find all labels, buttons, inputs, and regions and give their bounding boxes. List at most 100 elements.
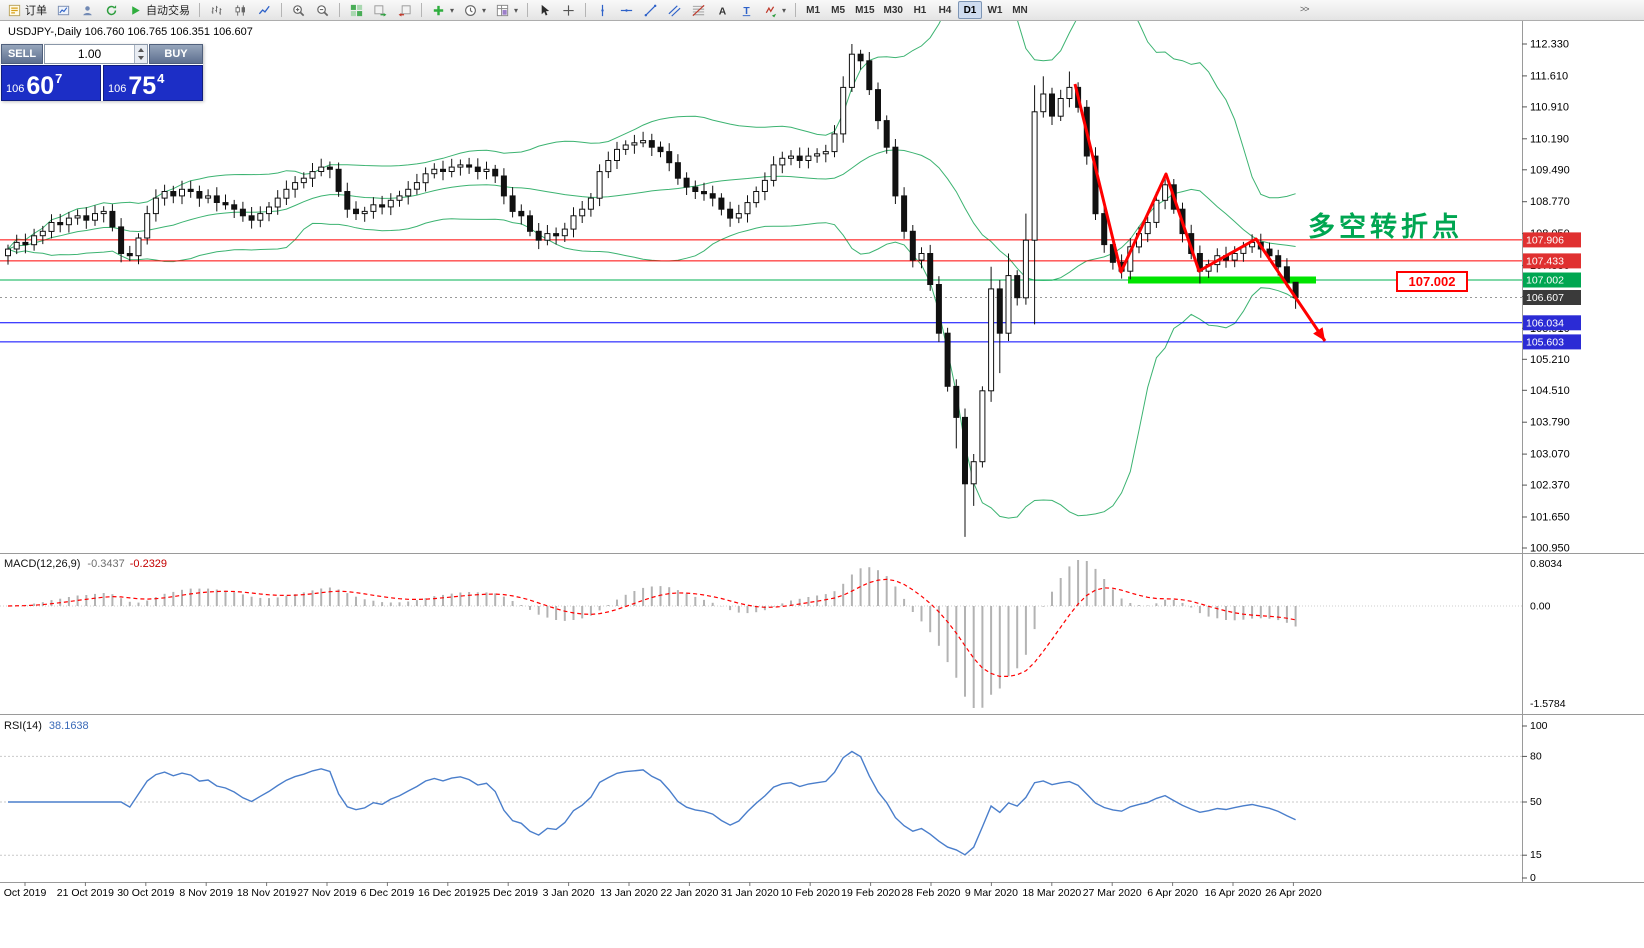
horizontal-line-button[interactable] [615,1,638,19]
periods-button[interactable]: ▾ [459,1,490,19]
new-order-button-label: 订单 [25,5,47,17]
rsi-pane: 100 80 50 15 0 [0,720,1548,884]
trendline-button[interactable] [639,1,662,19]
bollinger-lower [7,218,1296,519]
time-axis: Oct 2019 21 Oct 2019 30 Oct 2019 8 Nov 2019… [4,882,1322,899]
text-button[interactable]: A [711,1,734,19]
toolbar-overflow-icon[interactable]: >> [1300,4,1309,14]
auto-scroll-icon [374,4,387,16]
sell-button[interactable]: SELL [1,44,43,64]
periods-icon [465,4,476,16]
trade-panel-controls: SELL BUY [1,44,203,64]
bollinger-upper [7,21,1296,250]
timeframe-m1-button[interactable]: M1 [806,4,821,16]
bar-chart-icon [211,5,222,15]
svg-text:9 Mar 2020: 9 Mar 2020 [965,887,1018,899]
autotrading-button[interactable]: 自动交易 [124,1,194,19]
svg-text:110.910: 110.910 [1530,101,1569,113]
timeframe-m30-button[interactable]: M30 [883,4,903,16]
text-label-button[interactable]: T [735,1,758,19]
tile-windows-icon [350,4,363,16]
svg-text:22 Jan 2020: 22 Jan 2020 [660,887,718,899]
svg-text:107.906: 107.906 [1526,234,1564,246]
line-chart-icon [258,5,270,14]
svg-text:107.433: 107.433 [1526,255,1564,267]
svg-text:109.490: 109.490 [1530,164,1570,176]
buy-button[interactable]: BUY [149,44,203,64]
svg-text:107.002: 107.002 [1526,275,1564,287]
timeframe-h4-button[interactable]: H4 [938,4,952,16]
profile-button[interactable] [76,1,99,19]
new-order-icon [8,4,21,16]
line-chart-button[interactable] [253,1,276,19]
chart-shift-button[interactable] [393,1,416,19]
equidistant-channel-icon [668,4,681,17]
bollinger-bands [7,21,1296,519]
rsi-value: 38.1638 [48,720,89,732]
auto-scroll-button[interactable] [369,1,392,19]
svg-text:18 Nov 2019: 18 Nov 2019 [237,887,297,899]
price-callout-box[interactable]: 107.002 [1396,271,1468,292]
svg-text:80: 80 [1530,750,1542,762]
vertical-line-button[interactable] [591,1,614,19]
refresh-button[interactable] [100,1,123,19]
zoom-in-button[interactable] [287,1,310,19]
macd-indicator-label: MACD(12,26,9) -0.3437 -0.2329 [4,558,167,570]
crosshair-button[interactable] [557,1,580,19]
turning-point-annotation[interactable]: 多空转折点 [1308,212,1463,242]
fibonacci-button[interactable] [687,1,710,19]
svg-text:26 Apr 2020: 26 Apr 2020 [1265,887,1322,899]
volume-spinner[interactable] [134,45,147,63]
svg-text:19 Feb 2020: 19 Feb 2020 [841,887,900,899]
templates-dropdown-icon[interactable]: ▾ [514,5,519,15]
timeframe-m15-button[interactable]: M15 [855,4,875,16]
svg-text:21 Oct 2019: 21 Oct 2019 [57,887,114,899]
buy-price-prefix: 106 [108,82,127,95]
bar-chart-button[interactable] [205,1,228,19]
svg-text:28 Feb 2020: 28 Feb 2020 [902,887,961,899]
spin-up-icon[interactable] [135,45,147,54]
tile-windows-button[interactable] [345,1,368,19]
timeframe-h1-button[interactable]: H1 [913,4,927,16]
volume-field[interactable] [44,44,148,64]
indicators-dropdown-icon[interactable]: ▾ [450,5,455,15]
text-label-icon: T [742,5,750,16]
svg-text:6 Apr 2020: 6 Apr 2020 [1147,887,1198,899]
cursor-button[interactable] [533,1,556,19]
svg-text:0: 0 [1530,872,1536,884]
svg-text:16 Dec 2019: 16 Dec 2019 [418,887,478,899]
timeframe-mn-button[interactable]: MN [1012,4,1028,16]
buy-price-box[interactable]: 106 75 4 [103,65,203,101]
templates-button[interactable]: ▾ [491,1,522,19]
fibonacci-icon [692,4,705,16]
new-chart-button[interactable] [52,1,75,19]
macd-name: MACD(12,26,9) [4,558,81,570]
svg-text:0.8034: 0.8034 [1530,558,1562,570]
periods-dropdown-icon[interactable]: ▾ [482,5,487,15]
svg-text:102.370: 102.370 [1530,480,1570,492]
arrows-dropdown-icon[interactable]: ▾ [782,5,787,15]
buy-price-main: 75 [128,71,157,100]
candlestick-chart-button[interactable] [229,1,252,19]
svg-text:8 Nov 2019: 8 Nov 2019 [179,887,233,899]
sell-price-box[interactable]: 106 60 7 [1,65,101,101]
price-chart-canvas[interactable]: 112.330 111.610 110.910 110.190 109.490 108.7… [0,21,1644,948]
spin-down-icon[interactable] [135,54,147,63]
svg-text:104.510: 104.510 [1530,385,1570,397]
timeframe-d1-button[interactable]: D1 [957,1,982,19]
new-order-button[interactable]: 订单 [3,1,51,19]
svg-text:103.790: 103.790 [1530,417,1570,429]
timeframe-m5-button[interactable]: M5 [831,4,846,16]
rsi-indicator-label: RSI(14) 38.1638 [4,720,89,732]
volume-input[interactable] [45,45,134,63]
svg-text:27 Nov 2019: 27 Nov 2019 [297,887,357,899]
equidistant-channel-button[interactable] [663,1,686,19]
toolbar-separator [527,3,529,17]
indicators-button[interactable]: ▾ [427,1,458,19]
svg-text:31 Jan 2020: 31 Jan 2020 [721,887,779,899]
zoom-out-button[interactable] [311,1,334,19]
timeframe-w1-button[interactable]: W1 [987,4,1003,16]
trend-zigzag[interactable] [1073,83,1327,342]
arrows-button[interactable]: ▾ [759,1,790,19]
candles [5,44,1299,537]
